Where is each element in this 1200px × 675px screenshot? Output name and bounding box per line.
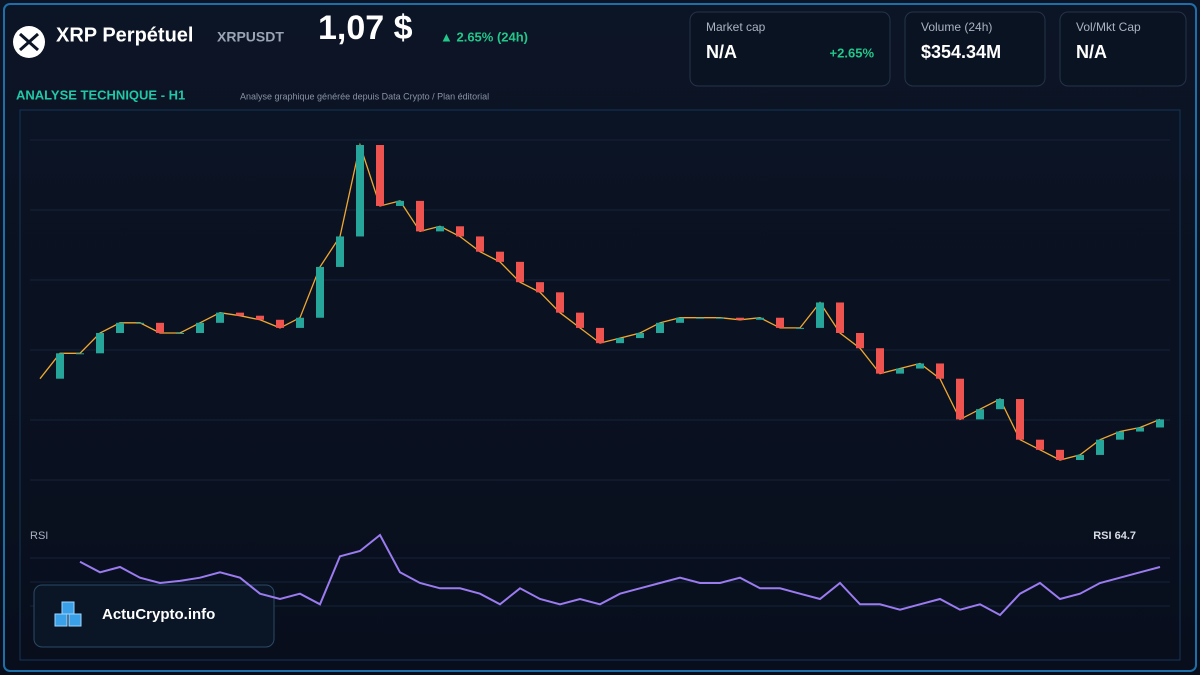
rsi-last: RSI 64.7 bbox=[1093, 530, 1136, 542]
candle bbox=[916, 363, 924, 369]
frame bbox=[3, 3, 1197, 672]
candle bbox=[936, 363, 944, 379]
candle bbox=[676, 317, 684, 323]
brand-icon bbox=[54, 601, 82, 627]
candle bbox=[516, 261, 524, 283]
candle bbox=[216, 312, 224, 323]
brand: ActuCrypto.info bbox=[102, 606, 215, 623]
candle bbox=[1056, 449, 1064, 460]
card-value: N/A bbox=[706, 42, 737, 62]
card-extra: +2.65% bbox=[830, 45, 875, 60]
candle bbox=[296, 317, 304, 328]
candle bbox=[536, 282, 544, 293]
candle bbox=[1136, 427, 1144, 432]
candle bbox=[156, 322, 164, 333]
candle bbox=[196, 322, 204, 333]
change: ▲ 2.65% (24h) bbox=[440, 29, 528, 44]
candle bbox=[356, 145, 364, 237]
candle bbox=[276, 319, 284, 328]
card-label: Market cap bbox=[706, 20, 766, 34]
candle bbox=[876, 348, 884, 374]
candle bbox=[236, 312, 244, 316]
rsi-label: RSI bbox=[30, 530, 48, 542]
brand-box bbox=[33, 584, 275, 648]
candle bbox=[776, 317, 784, 328]
candle bbox=[476, 236, 484, 252]
candle bbox=[756, 317, 764, 320]
card-value: $354.34M bbox=[921, 42, 1001, 62]
candle bbox=[316, 266, 324, 318]
card-label: Volume (24h) bbox=[921, 20, 992, 34]
card bbox=[689, 11, 891, 87]
candle bbox=[1156, 419, 1164, 428]
candle bbox=[896, 368, 904, 374]
symbol: XRPUSDT bbox=[217, 29, 284, 45]
candle bbox=[556, 292, 564, 313]
card-value: N/A bbox=[1076, 42, 1107, 62]
candle bbox=[796, 327, 804, 329]
candle bbox=[576, 312, 584, 328]
candle bbox=[1076, 454, 1084, 460]
candle bbox=[76, 353, 84, 355]
candle bbox=[996, 399, 1004, 410]
candle bbox=[256, 315, 264, 320]
candle bbox=[736, 317, 744, 320]
candle bbox=[116, 322, 124, 333]
candle bbox=[396, 200, 404, 206]
inner-frame bbox=[19, 109, 1181, 661]
rsi-line bbox=[79, 533, 1161, 617]
candle bbox=[856, 332, 864, 349]
price: 1,07 $ bbox=[318, 9, 413, 47]
candle bbox=[96, 332, 104, 354]
candle bbox=[496, 251, 504, 262]
candle bbox=[656, 322, 664, 333]
candle bbox=[336, 236, 344, 267]
candle bbox=[1116, 431, 1124, 440]
candle bbox=[1016, 399, 1024, 440]
card-label: Vol/Mkt Cap bbox=[1076, 20, 1141, 34]
section-note: Analyse graphique générée depuis Data Cr… bbox=[240, 91, 489, 101]
candle bbox=[176, 332, 184, 334]
section-title: ANALYSE TECHNIQUE - H1 bbox=[16, 87, 185, 102]
candle bbox=[596, 327, 604, 344]
title: XRP Perpétuel bbox=[56, 24, 193, 46]
candle bbox=[1036, 439, 1044, 450]
candle bbox=[636, 332, 644, 339]
candle bbox=[456, 226, 464, 237]
candle bbox=[956, 378, 964, 420]
candle bbox=[616, 338, 624, 344]
candle bbox=[56, 353, 64, 379]
candle bbox=[1096, 439, 1104, 455]
logo-mark bbox=[19, 32, 39, 52]
card bbox=[904, 11, 1046, 87]
candle bbox=[136, 322, 144, 324]
candle bbox=[836, 302, 844, 333]
card bbox=[1059, 11, 1187, 87]
candle bbox=[716, 317, 724, 319]
candle bbox=[376, 145, 384, 206]
candle bbox=[976, 409, 984, 420]
candle bbox=[416, 200, 424, 232]
candle bbox=[816, 302, 824, 328]
candle bbox=[436, 226, 444, 232]
candle bbox=[696, 317, 704, 319]
